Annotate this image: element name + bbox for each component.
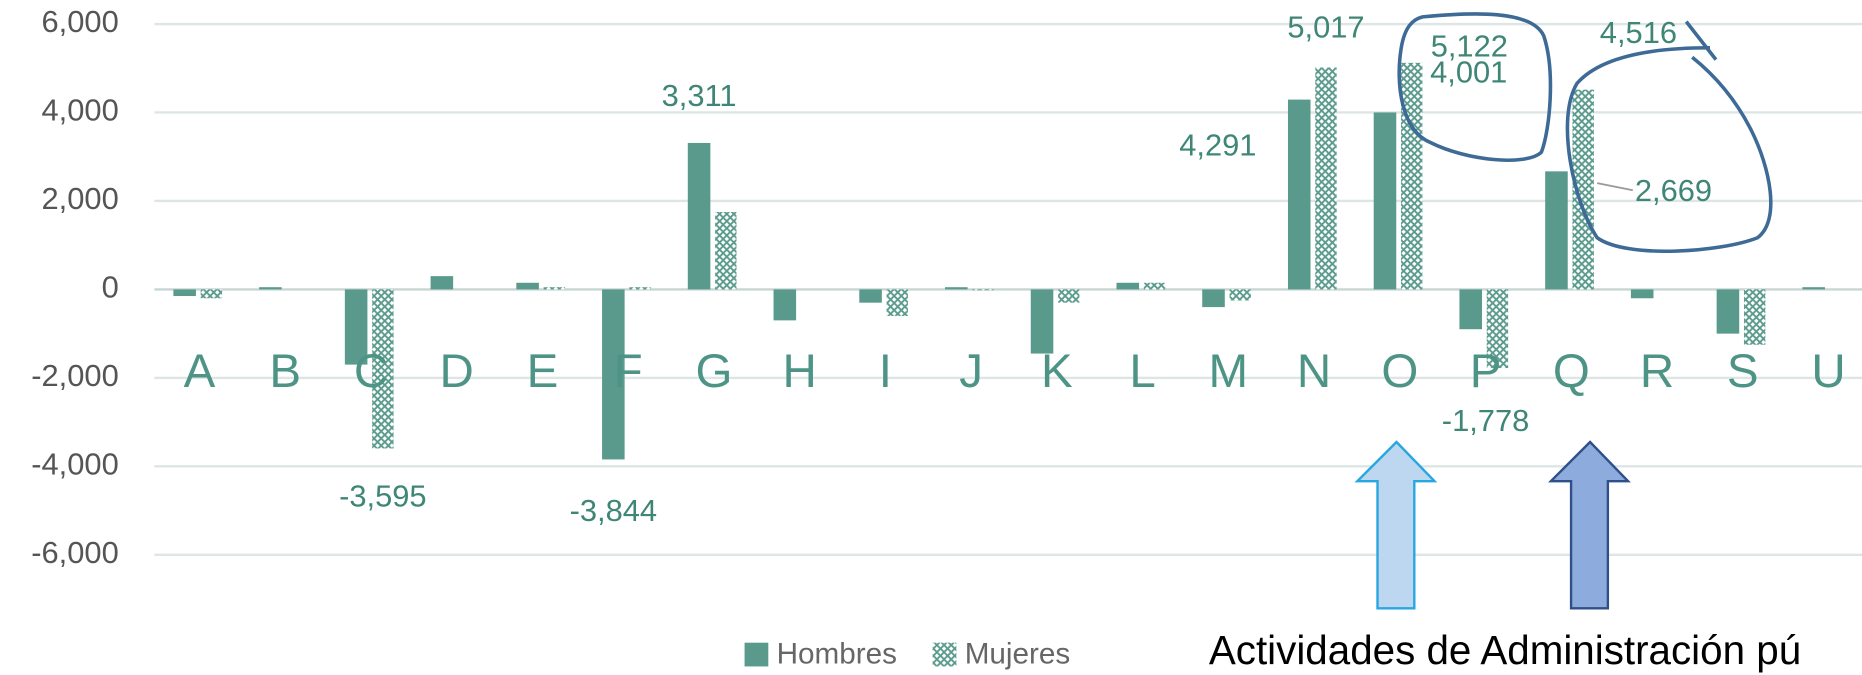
bar (1802, 287, 1825, 290)
bar (1459, 289, 1482, 330)
bar (1630, 289, 1654, 299)
bar (1743, 289, 1766, 345)
bar (1401, 62, 1423, 290)
y-tick-label: -6,000 (31, 535, 119, 570)
annotation-circle (1397, 12, 1553, 162)
y-tick-label: 2,000 (42, 181, 119, 216)
x-tick-label: K (1041, 345, 1073, 398)
y-tick-label: -2,000 (31, 358, 119, 393)
x-tick-label: H (783, 345, 817, 398)
x-tick-label: E (527, 345, 559, 398)
bar (259, 287, 282, 290)
data-label: -3,595 (339, 478, 427, 513)
bar (1545, 171, 1568, 290)
bar (1229, 289, 1251, 301)
bar (1287, 99, 1311, 290)
bar (543, 287, 566, 290)
y-tick-label: 4,000 (42, 93, 119, 128)
x-tick-label: M (1209, 345, 1249, 398)
bar (972, 289, 994, 291)
bar (687, 142, 711, 290)
leader-line (1597, 182, 1633, 192)
data-label: -1,778 (1442, 403, 1530, 438)
bar (173, 289, 196, 297)
x-tick-label: R (1640, 345, 1674, 398)
x-tick-label: D (440, 345, 474, 398)
bar (1202, 289, 1225, 308)
legend-swatch (744, 642, 769, 667)
bar (200, 289, 223, 299)
data-label: 4,001 (1430, 55, 1507, 90)
data-label: 2,669 (1635, 173, 1712, 208)
bar (1116, 282, 1140, 290)
x-tick-label: A (184, 345, 216, 398)
x-tick-label: N (1297, 345, 1331, 398)
bar (344, 289, 368, 365)
bar (715, 211, 737, 290)
bar (1373, 112, 1397, 290)
bar (1030, 289, 1054, 354)
x-tick-label: P (1470, 345, 1502, 398)
x-tick-label: G (695, 345, 732, 398)
bar (430, 276, 454, 290)
bar (886, 289, 908, 316)
x-tick-label: L (1129, 345, 1155, 398)
data-label: 5,122 (1431, 29, 1508, 64)
x-tick-label: Q (1553, 345, 1590, 398)
data-label: 4,516 (1600, 15, 1677, 50)
bar (1486, 289, 1509, 369)
data-label: 4,291 (1179, 127, 1256, 162)
bar (1315, 67, 1337, 290)
bar (859, 289, 882, 303)
data-label: -3,844 (570, 493, 658, 528)
x-tick-label: U (1811, 345, 1845, 398)
bar (1058, 289, 1080, 303)
legend-label: Hombres (777, 638, 897, 671)
x-tick-label: F (614, 345, 643, 398)
legend-swatch (932, 642, 957, 667)
legend-label: Mujeres (965, 638, 1071, 671)
bar (773, 289, 797, 321)
x-tick-label: C (354, 345, 388, 398)
data-label: 3,311 (662, 78, 737, 113)
y-tick-label: 6,000 (42, 4, 119, 39)
x-tick-label: B (269, 345, 301, 398)
bar (1716, 289, 1740, 334)
annotation: Actividades de Administración pú (1209, 627, 1801, 673)
arrow (1548, 440, 1631, 610)
bar (945, 287, 968, 290)
bar (372, 289, 394, 449)
bar (1572, 89, 1594, 290)
arrow (1354, 440, 1438, 610)
y-tick-label: 0 (102, 270, 119, 305)
bar (602, 289, 625, 460)
x-tick-label: O (1381, 345, 1418, 398)
data-label: 5,017 (1287, 10, 1364, 45)
bar (516, 282, 539, 290)
y-tick-label: -4,000 (31, 447, 119, 482)
annotation-circle (1565, 20, 1773, 253)
x-tick-label: J (959, 345, 983, 398)
bar (1143, 282, 1166, 290)
x-tick-label: I (879, 345, 892, 398)
bar (629, 287, 651, 290)
x-tick-label: S (1727, 345, 1759, 398)
